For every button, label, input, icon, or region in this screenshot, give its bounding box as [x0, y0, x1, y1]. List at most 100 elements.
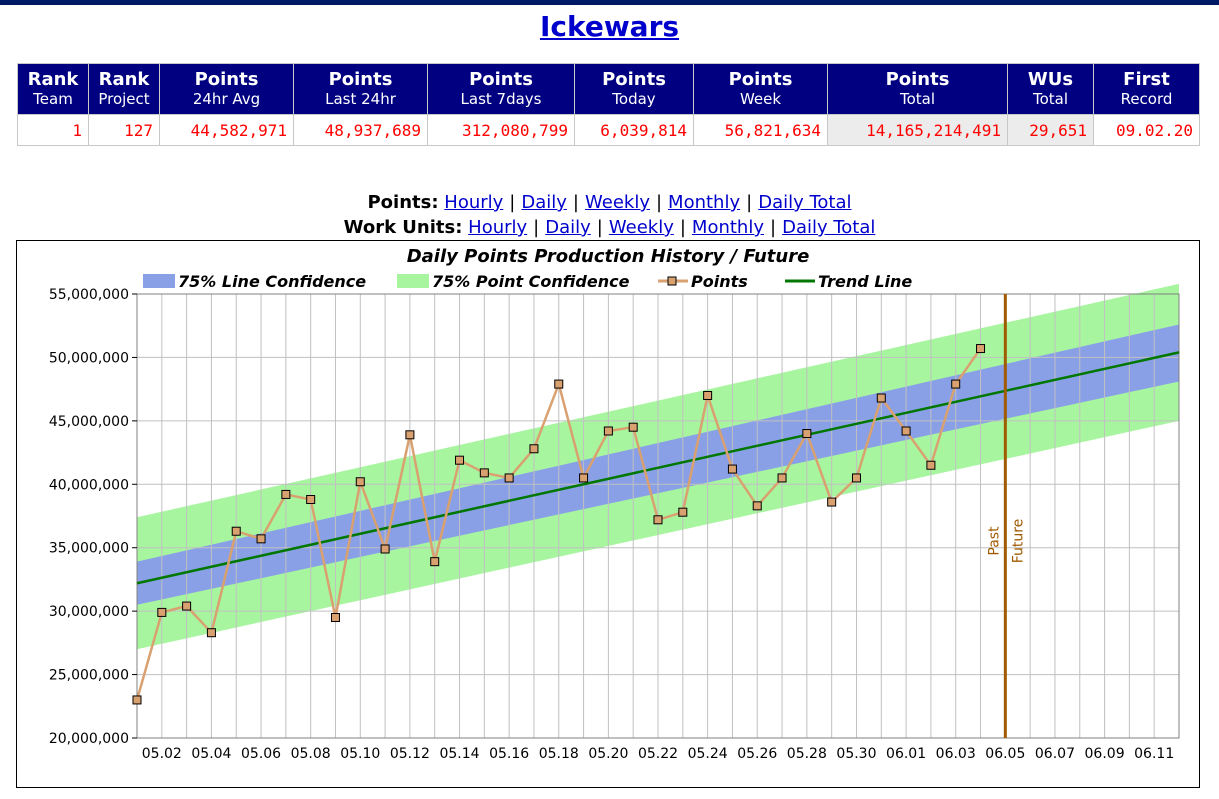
points-marker [976, 344, 986, 354]
x-tick-label: 05.12 [390, 746, 430, 762]
y-tick-label: 25,000,000 [49, 668, 129, 684]
points-marker [876, 393, 886, 403]
value-points-24hr-avg: 44,582,971 [159, 114, 294, 146]
header-main: Points [602, 69, 666, 90]
wu-link-monthly[interactable]: Monthly [691, 217, 764, 238]
link-separator: | [509, 192, 516, 213]
points-marker [901, 426, 911, 436]
y-tick-label: 50,000,000 [49, 350, 129, 366]
plot-area: 20,000,000 25,000,000 30,000,000 35,000,000… [49, 283, 1180, 762]
y-tick-label: 45,000,000 [49, 414, 129, 430]
value-wus-total: 29,651 [1007, 114, 1094, 146]
legend-swatch-point-confidence [397, 274, 429, 288]
legend-label-trend-line: Trend Line [818, 272, 912, 291]
points-marker [951, 379, 961, 389]
link-separator: | [572, 192, 579, 213]
header-sub: Last 7days [460, 90, 542, 108]
header-points-last-24hr: Points Last 24hr [293, 63, 428, 115]
value-points-total: 14,165,214,491 [827, 114, 1008, 146]
points-link-weekly[interactable]: Weekly [585, 192, 650, 213]
wu-link-hourly[interactable]: Hourly [468, 217, 528, 238]
points-links-label: Points: [367, 192, 439, 213]
link-separator: | [533, 217, 540, 238]
page-title[interactable]: Ickewars [539, 10, 680, 43]
x-tick-label: 06.09 [1085, 746, 1125, 762]
y-tick-label: 35,000,000 [49, 541, 129, 557]
points-marker [306, 495, 316, 505]
header-main: Points [328, 69, 393, 90]
header-rank-team: Rank Team [17, 63, 89, 115]
wu-link-daily[interactable]: Daily [545, 217, 591, 238]
x-tick-label: 05.20 [588, 746, 628, 762]
x-tick-label: 05.06 [241, 746, 281, 762]
top-bar [0, 0, 1219, 5]
header-main: Points [728, 69, 793, 90]
header-sub: Today [612, 90, 656, 108]
stats-value-row: 1 127 44,582,971 48,937,689 312,080,799 … [17, 114, 1200, 146]
header-main: Points [469, 69, 533, 90]
x-tick-label: 05.22 [638, 746, 678, 762]
value-points-today: 6,039,814 [574, 114, 694, 146]
value-first-record: 09.02.20 [1093, 114, 1200, 146]
points-marker [851, 473, 861, 483]
wu-links-label: Work Units: [343, 217, 463, 238]
header-main: Rank [98, 69, 150, 90]
header-rank-project: Rank Project [88, 63, 160, 115]
y-tick-label: 30,000,000 [49, 604, 129, 620]
x-tick-label: 05.28 [787, 746, 827, 762]
points-marker [405, 430, 415, 440]
points-link-daily[interactable]: Daily [521, 192, 567, 213]
points-link-hourly[interactable]: Hourly [444, 192, 504, 213]
points-history-chart: Daily Points Production History / Future… [49, 246, 1180, 762]
points-marker [579, 473, 589, 483]
points-marker [926, 460, 936, 470]
legend-swatch-line-confidence [143, 274, 175, 288]
value-rank-project: 127 [88, 114, 160, 146]
header-sub: 24hr Avg [192, 90, 261, 108]
points-link-daily-total[interactable]: Daily Total [758, 192, 852, 213]
y-tick-label: 55,000,000 [49, 287, 129, 303]
x-tick-label: 05.10 [340, 746, 380, 762]
header-sub: Project [98, 90, 150, 108]
header-sub: Week [739, 90, 782, 108]
header-main: Points [194, 69, 259, 90]
legend-label-points: Points [691, 272, 748, 291]
points-marker [281, 489, 291, 499]
header-points-24hr-avg: Points 24hr Avg [159, 63, 294, 115]
points-marker [703, 390, 713, 400]
x-tick-label: 06.03 [936, 746, 976, 762]
x-tick-label: 05.24 [688, 746, 728, 762]
wu-link-weekly[interactable]: Weekly [608, 217, 674, 238]
x-tick-label: 05.18 [539, 746, 579, 762]
points-marker [355, 477, 365, 487]
points-link-monthly[interactable]: Monthly [668, 192, 741, 213]
value-points-week: 56,821,634 [693, 114, 828, 146]
header-wus-total: WUs Total [1007, 63, 1094, 115]
points-marker [455, 455, 465, 465]
points-marker [330, 612, 340, 622]
points-marker [430, 557, 440, 567]
wu-link-daily-total[interactable]: Daily Total [782, 217, 876, 238]
x-tick-label: 05.16 [489, 746, 529, 762]
points-marker [802, 429, 812, 439]
points-marker [777, 473, 787, 483]
legend-label-line-confidence: 75% Line Confidence [178, 272, 366, 291]
points-marker [479, 468, 489, 478]
header-sub: Total [899, 90, 936, 108]
header-first-record: First Record [1093, 63, 1200, 115]
points-marker [182, 601, 192, 611]
link-separator: | [596, 217, 603, 238]
header-main: Points [885, 69, 950, 90]
points-marker [727, 464, 737, 474]
stats-header-row: Rank Team Rank Project Points 24hr Avg Poin… [17, 63, 1200, 115]
points-marker [554, 379, 564, 389]
points-links-row: Points: Hourly | Daily | Weekly | Monthly | Dail… [0, 191, 1219, 215]
points-marker [628, 422, 638, 432]
y-tick-label: 20,000,000 [49, 731, 129, 747]
chart-legend: 75% Line Confidence 75% Point Confidence… [143, 272, 912, 291]
value-rank-team: 1 [17, 114, 89, 146]
chart-container: Daily Points Production History / Future… [16, 240, 1200, 788]
points-marker [603, 426, 613, 436]
points-marker [206, 628, 216, 638]
plot-frame [136, 293, 1180, 739]
